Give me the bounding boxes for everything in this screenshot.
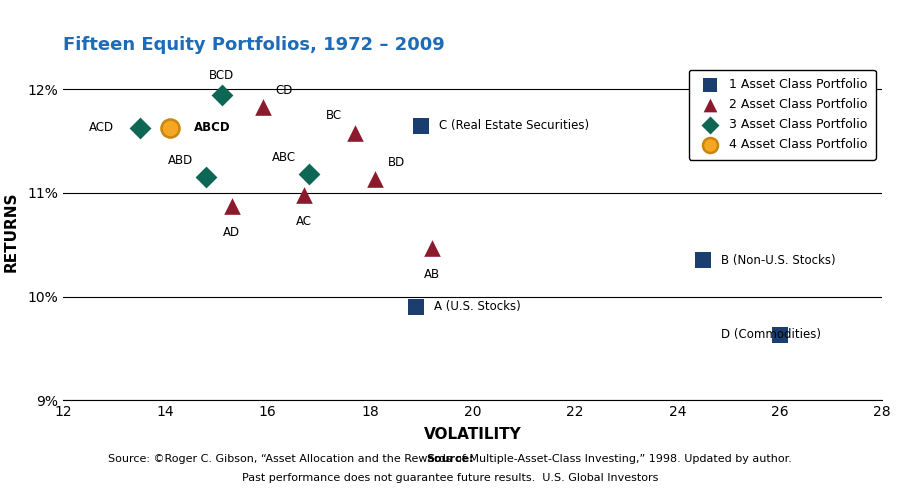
Text: D (Commodities): D (Commodities) xyxy=(721,328,821,342)
Point xyxy=(214,91,229,99)
Text: ACD: ACD xyxy=(89,121,114,134)
X-axis label: VOLATILITY: VOLATILITY xyxy=(424,427,521,442)
Text: ABD: ABD xyxy=(168,154,194,167)
Point xyxy=(424,244,438,252)
Point xyxy=(199,174,213,182)
Text: AD: AD xyxy=(223,226,240,239)
Text: Past performance does not guarantee future results.  U.S. Global Investors: Past performance does not guarantee futu… xyxy=(0,487,1,488)
Point xyxy=(225,203,239,210)
Point xyxy=(132,124,147,132)
Y-axis label: RETURNS: RETURNS xyxy=(4,192,19,272)
Text: Source: ©Roger C. Gibson, “Asset Allocation and the Rewards of Multiple-Asset-Cl: Source: ©Roger C. Gibson, “Asset Allocat… xyxy=(108,454,792,464)
Point xyxy=(696,256,710,264)
Point xyxy=(772,331,787,339)
Text: C (Real Estate Securities): C (Real Estate Securities) xyxy=(439,119,590,132)
Text: Source:: Source: xyxy=(427,454,473,464)
Text: AB: AB xyxy=(424,267,439,281)
Point xyxy=(163,124,177,132)
Point xyxy=(296,191,310,199)
Text: BD: BD xyxy=(388,156,405,169)
Text: BC: BC xyxy=(326,109,342,122)
Text: BCD: BCD xyxy=(209,69,234,82)
Text: A (U.S. Stocks): A (U.S. Stocks) xyxy=(434,301,521,313)
Point xyxy=(368,176,382,183)
Point xyxy=(347,129,362,137)
Text: Past performance does not guarantee future results.  U.S. Global Investors: Past performance does not guarantee futu… xyxy=(242,473,658,483)
Text: B (Non-U.S. Stocks): B (Non-U.S. Stocks) xyxy=(721,254,835,267)
Text: Fifteen Equity Portfolios, 1972 – 2009: Fifteen Equity Portfolios, 1972 – 2009 xyxy=(63,36,445,54)
Point xyxy=(256,103,270,111)
Text: Source: ©Roger C. Gibson, “Asset Allocation and the Rewards of Multiple-Asset-Cl: Source: ©Roger C. Gibson, “Asset Allocat… xyxy=(0,487,1,488)
Legend: 1 Asset Class Portfolio, 2 Asset Class Portfolio, 3 Asset Class Portfolio, 4 Ass: 1 Asset Class Portfolio, 2 Asset Class P… xyxy=(688,70,876,160)
Point xyxy=(409,303,423,311)
Point xyxy=(302,170,316,178)
Text: AC: AC xyxy=(295,215,311,228)
Text: ABCD: ABCD xyxy=(194,121,230,134)
Text: ABC: ABC xyxy=(272,151,296,164)
Text: CD: CD xyxy=(275,83,292,97)
Point xyxy=(414,122,428,129)
